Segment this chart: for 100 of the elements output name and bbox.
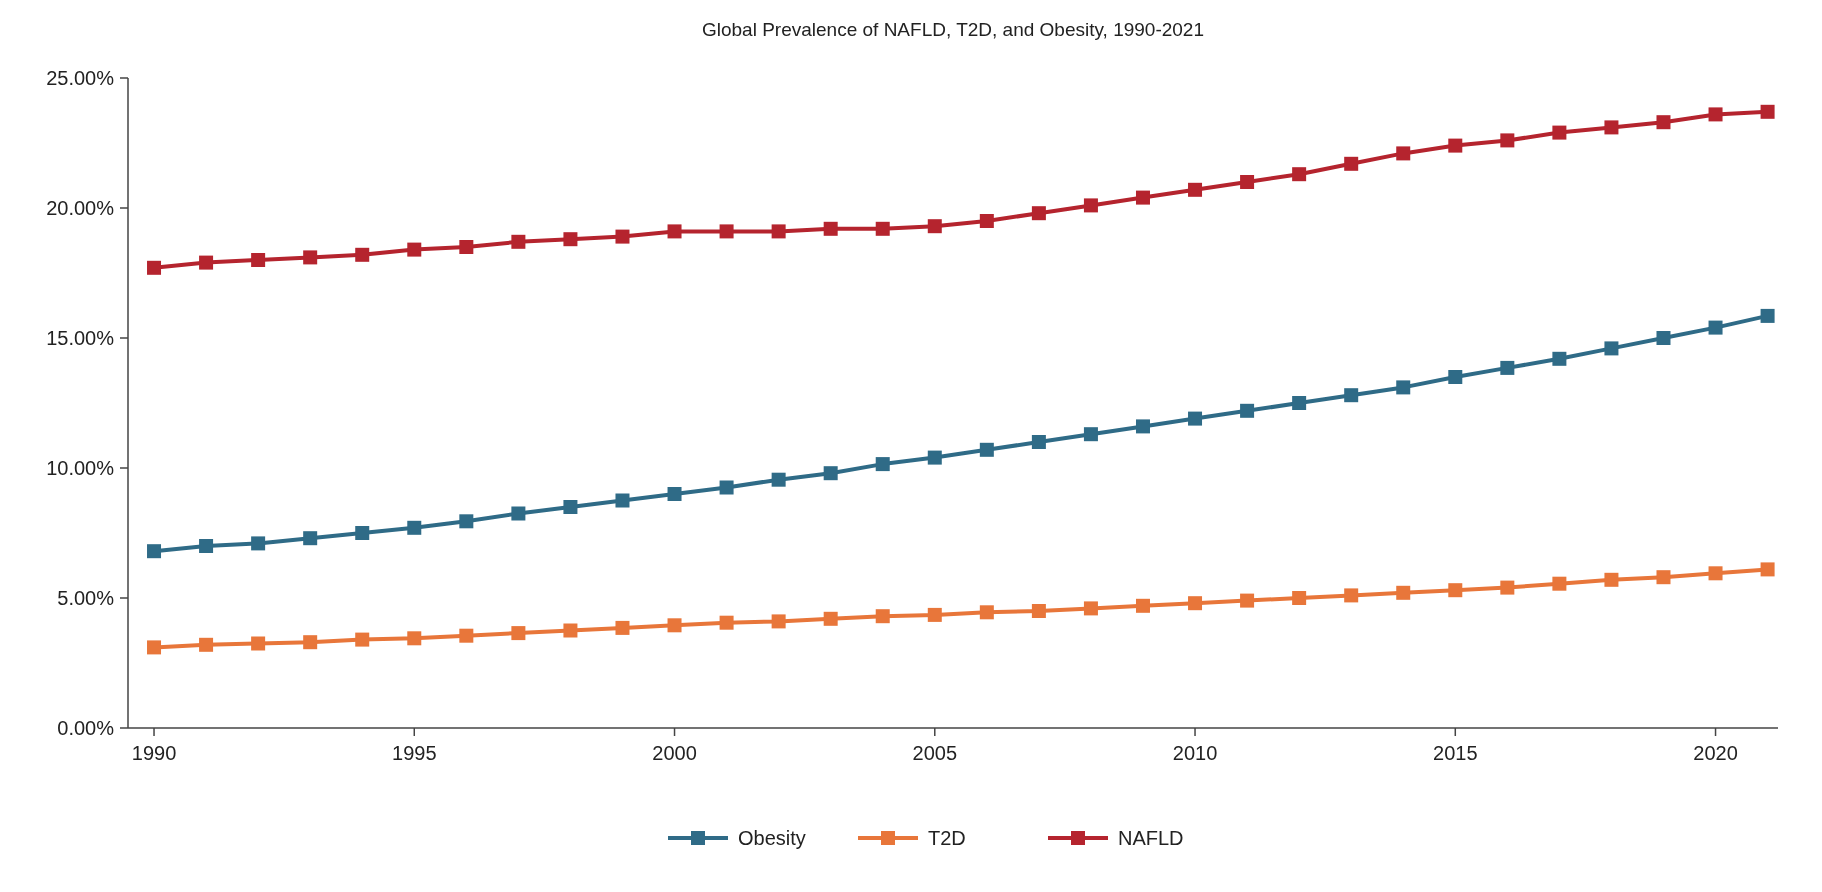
point [1708,566,1723,581]
point [511,506,526,521]
point [1240,175,1255,189]
point [1656,331,1671,345]
point [1188,182,1203,197]
point [147,260,162,275]
point [667,487,682,501]
point [563,500,578,514]
point [719,480,734,495]
point [1188,411,1203,426]
chart-title: Global Prevalence of NAFLD, T2D, and Obesity, 1990-2021 [701,19,1205,40]
point [303,250,318,265]
point [1292,396,1307,410]
point [1344,156,1359,171]
point [1240,593,1255,608]
y-tick-label: 15.00% [46,327,115,349]
point [1188,596,1203,611]
point [407,520,422,535]
point [1552,351,1567,366]
point [1552,576,1567,591]
point [1031,435,1046,449]
point [303,531,318,546]
point [667,224,682,239]
point [147,640,162,655]
y-tick-label: 25.00% [46,67,115,89]
y-tick-label: 20.00% [46,197,115,219]
point [771,224,786,239]
point [979,214,994,228]
point [1292,591,1307,605]
point [667,618,682,633]
point [199,255,214,270]
x-tick-label: 1995 [392,742,437,764]
point [407,242,422,257]
point [719,224,734,239]
point [875,609,890,624]
point [147,544,162,559]
point [615,620,630,635]
point [1500,133,1515,148]
x-tick-label: 2010 [1172,742,1218,764]
point [1448,370,1463,384]
point [615,229,630,244]
point [1708,320,1723,335]
point [251,636,266,651]
point [1083,427,1098,442]
point [927,607,942,622]
point [1604,341,1619,356]
point [615,493,630,508]
point [459,628,474,643]
point [199,637,214,652]
point [1500,580,1515,595]
x-tick-label: 2015 [1433,742,1478,764]
point [823,611,838,626]
point [1344,388,1359,403]
point [875,457,890,472]
point [1396,585,1411,600]
point [1448,138,1463,153]
point [1760,562,1775,577]
point [1135,598,1150,613]
x-tick-label: 1990 [131,742,177,764]
point [511,234,526,249]
y-tick-label: 0.00% [57,717,115,739]
point [823,221,838,236]
point [823,466,838,481]
point [1083,601,1098,616]
point [1500,360,1515,375]
point [927,219,942,234]
point [979,442,994,457]
legend-label: T2D [928,827,966,849]
point [875,221,890,236]
point [1292,167,1307,182]
point [251,253,266,267]
x-tick-label: 2005 [912,742,958,764]
point [251,536,266,551]
point [1135,190,1150,205]
point [1396,146,1411,161]
point [355,632,370,647]
point [563,232,578,247]
point [1760,308,1775,323]
point [1656,570,1671,585]
point [1760,104,1775,119]
point [1448,583,1463,598]
point [1083,198,1098,213]
point [1240,403,1255,418]
point [1344,588,1359,603]
point [771,614,786,629]
point [1031,206,1046,221]
legend-label: NAFLD [1118,827,1184,849]
point [1604,120,1619,135]
y-tick-label: 10.00% [46,457,115,479]
point [355,247,370,262]
point [1135,419,1150,434]
point [979,605,994,620]
point [1656,115,1671,130]
point [459,240,474,254]
point [459,514,474,529]
point [303,635,318,650]
point [1552,125,1567,140]
point [511,626,526,641]
point [407,631,422,646]
point [1708,107,1723,122]
